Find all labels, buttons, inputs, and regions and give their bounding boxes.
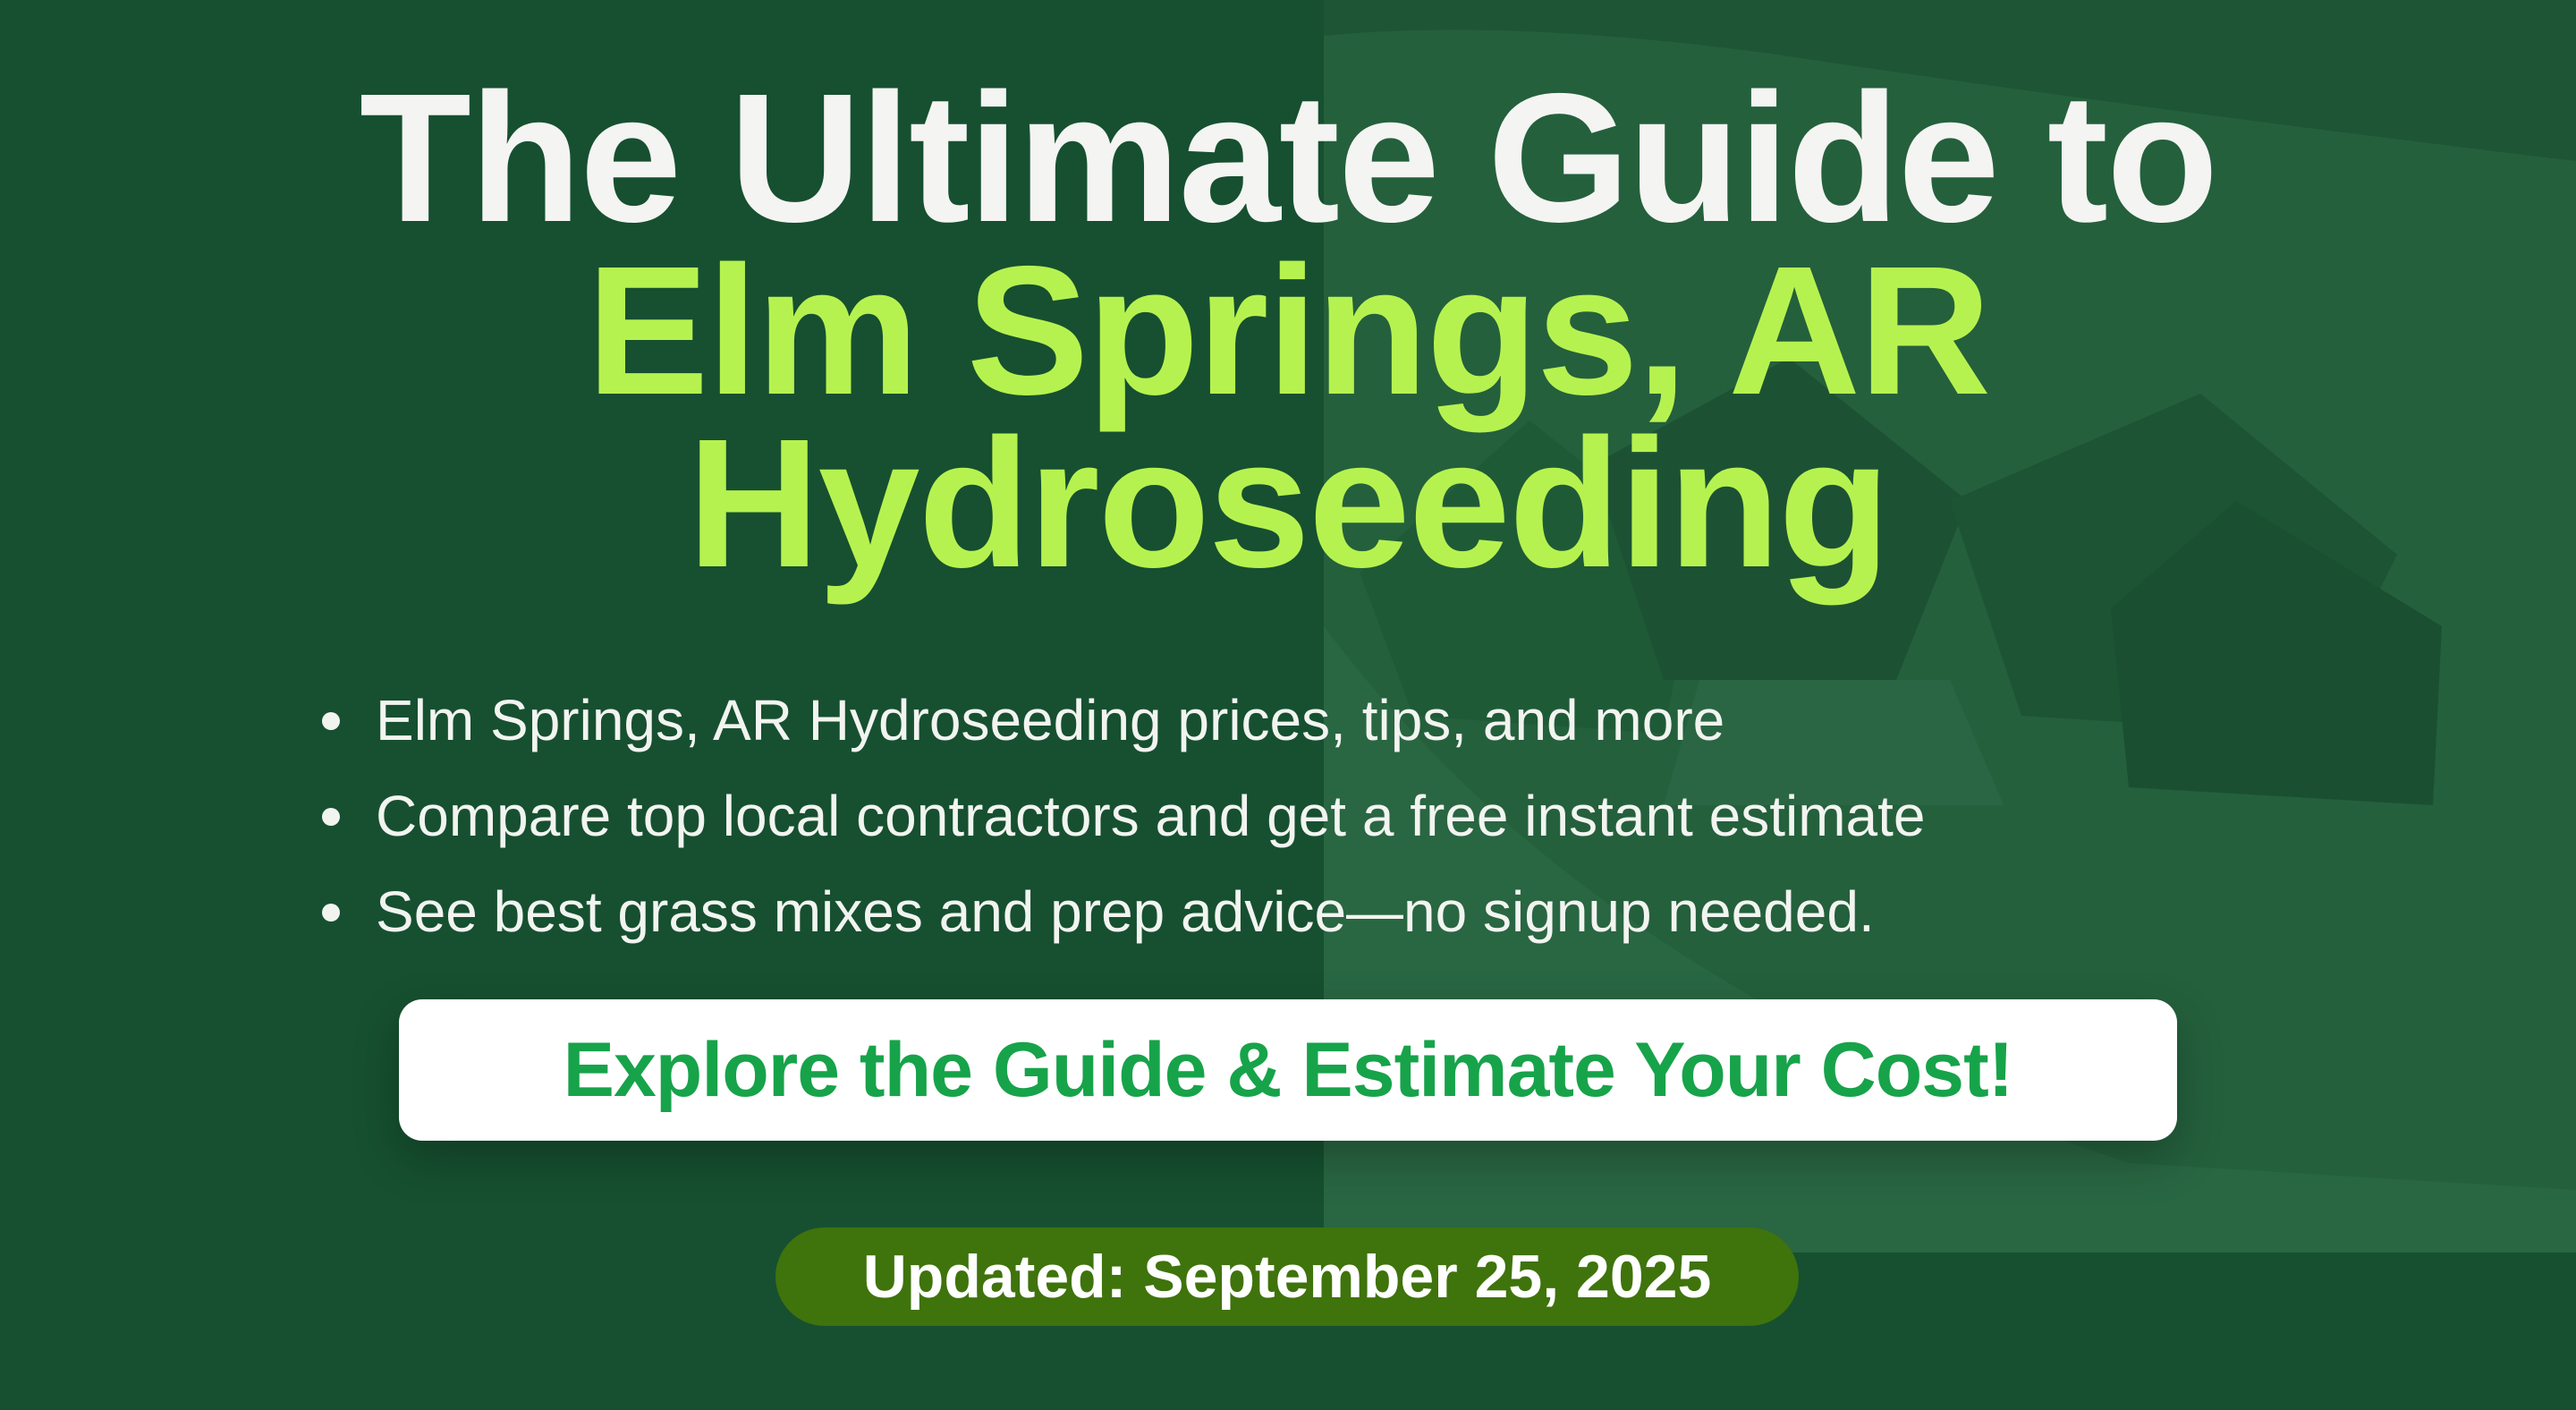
list-item: Compare top local contractors and get a … — [322, 769, 1925, 864]
title-line-3: Hydroseeding — [687, 401, 1891, 606]
explore-guide-button[interactable]: Explore the Guide & Estimate Your Cost! — [399, 999, 2177, 1141]
bullet-icon — [322, 904, 340, 922]
updated-date-badge: Updated: September 25, 2025 — [775, 1227, 1799, 1326]
page-title: The Ultimate Guide to Elm Springs, AR Hy… — [0, 55, 2576, 606]
list-item: See best grass mixes and prep advice—no … — [322, 864, 1925, 960]
list-item-text: Elm Springs, AR Hydroseeding prices, tip… — [376, 688, 1725, 752]
feature-list: Elm Springs, AR Hydroseeding prices, tip… — [322, 673, 1925, 960]
title-line-2: Elm Springs, AR — [586, 228, 1991, 433]
bullet-icon — [322, 808, 340, 826]
list-item: Elm Springs, AR Hydroseeding prices, tip… — [322, 673, 1925, 769]
title-line-1: The Ultimate Guide to — [359, 55, 2218, 260]
bullet-icon — [322, 712, 340, 730]
list-item-text: Compare top local contractors and get a … — [376, 784, 1926, 848]
list-item-text: See best grass mixes and prep advice—no … — [376, 879, 1875, 944]
